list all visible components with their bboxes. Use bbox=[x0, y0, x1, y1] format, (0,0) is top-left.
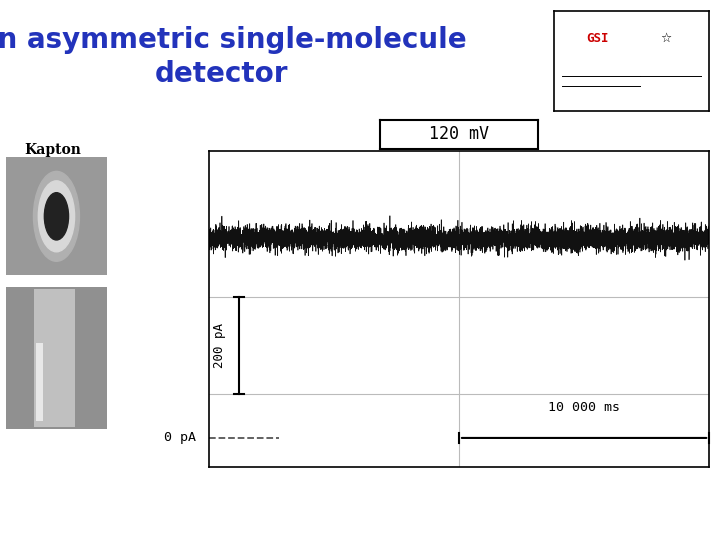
Circle shape bbox=[38, 181, 75, 252]
Text: 0 pA: 0 pA bbox=[163, 431, 196, 444]
FancyBboxPatch shape bbox=[6, 287, 107, 429]
FancyBboxPatch shape bbox=[35, 289, 75, 427]
Text: An asymmetric single-molecule
detector: An asymmetric single-molecule detector bbox=[0, 26, 467, 89]
Text: Kapton: Kapton bbox=[24, 144, 81, 157]
Circle shape bbox=[45, 193, 68, 240]
Text: 10 000 ms: 10 000 ms bbox=[548, 401, 620, 414]
Circle shape bbox=[33, 171, 79, 261]
Text: 200 pA: 200 pA bbox=[213, 323, 226, 368]
FancyBboxPatch shape bbox=[36, 343, 43, 421]
FancyBboxPatch shape bbox=[6, 157, 107, 275]
Text: ☆: ☆ bbox=[660, 32, 672, 45]
Text: GSI: GSI bbox=[587, 32, 609, 45]
Text: 120 mV: 120 mV bbox=[429, 125, 489, 144]
